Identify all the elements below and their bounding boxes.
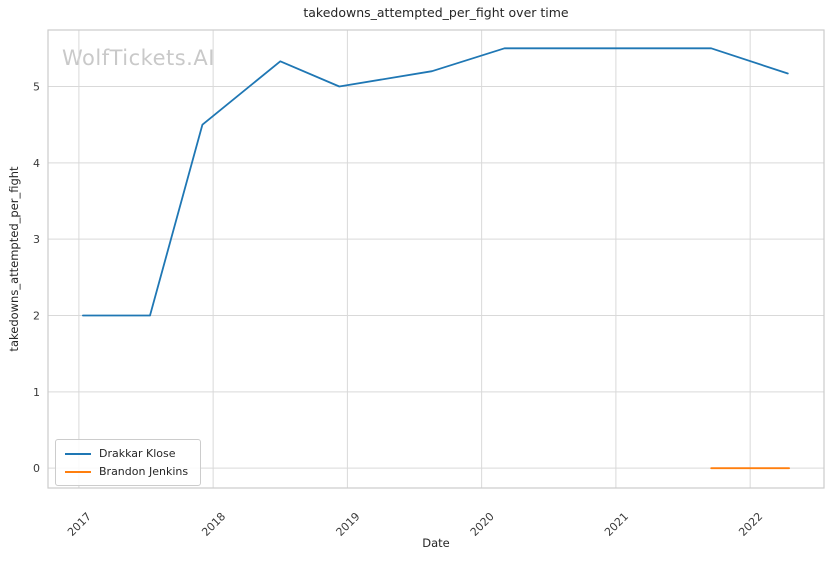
legend-label: Drakkar Klose <box>99 447 176 460</box>
y-tick-label: 4 <box>33 157 40 170</box>
x-tick-label: 2022 <box>736 510 765 539</box>
x-tick-label: 2017 <box>65 510 94 539</box>
x-tick-label: 2020 <box>468 510 497 539</box>
watermark: WolfTickets.AI <box>62 46 215 70</box>
legend-line-swatch <box>65 470 91 473</box>
data-line <box>82 47 789 317</box>
legend-item: Drakkar Klose <box>65 447 188 460</box>
legend-line-swatch <box>65 452 91 455</box>
y-tick-label: 3 <box>33 233 40 246</box>
y-tick-label: 1 <box>33 386 40 399</box>
legend: Drakkar Klose Brandon Jenkins <box>55 439 202 486</box>
legend-item: Brandon Jenkins <box>65 465 188 478</box>
x-tick-label: 2021 <box>602 510 631 539</box>
plot-border <box>47 29 825 489</box>
x-axis-label: Date <box>422 536 450 550</box>
chart-title: takedowns_attempted_per_fight over time <box>303 5 569 20</box>
legend-label: Brandon Jenkins <box>99 465 189 478</box>
y-tick-label: 0 <box>33 462 40 475</box>
x-tick-label: 2019 <box>334 510 363 539</box>
x-tick-label: 2018 <box>199 510 228 539</box>
y-tick-label: 5 <box>33 80 40 93</box>
y-tick-label: 2 <box>33 309 40 322</box>
